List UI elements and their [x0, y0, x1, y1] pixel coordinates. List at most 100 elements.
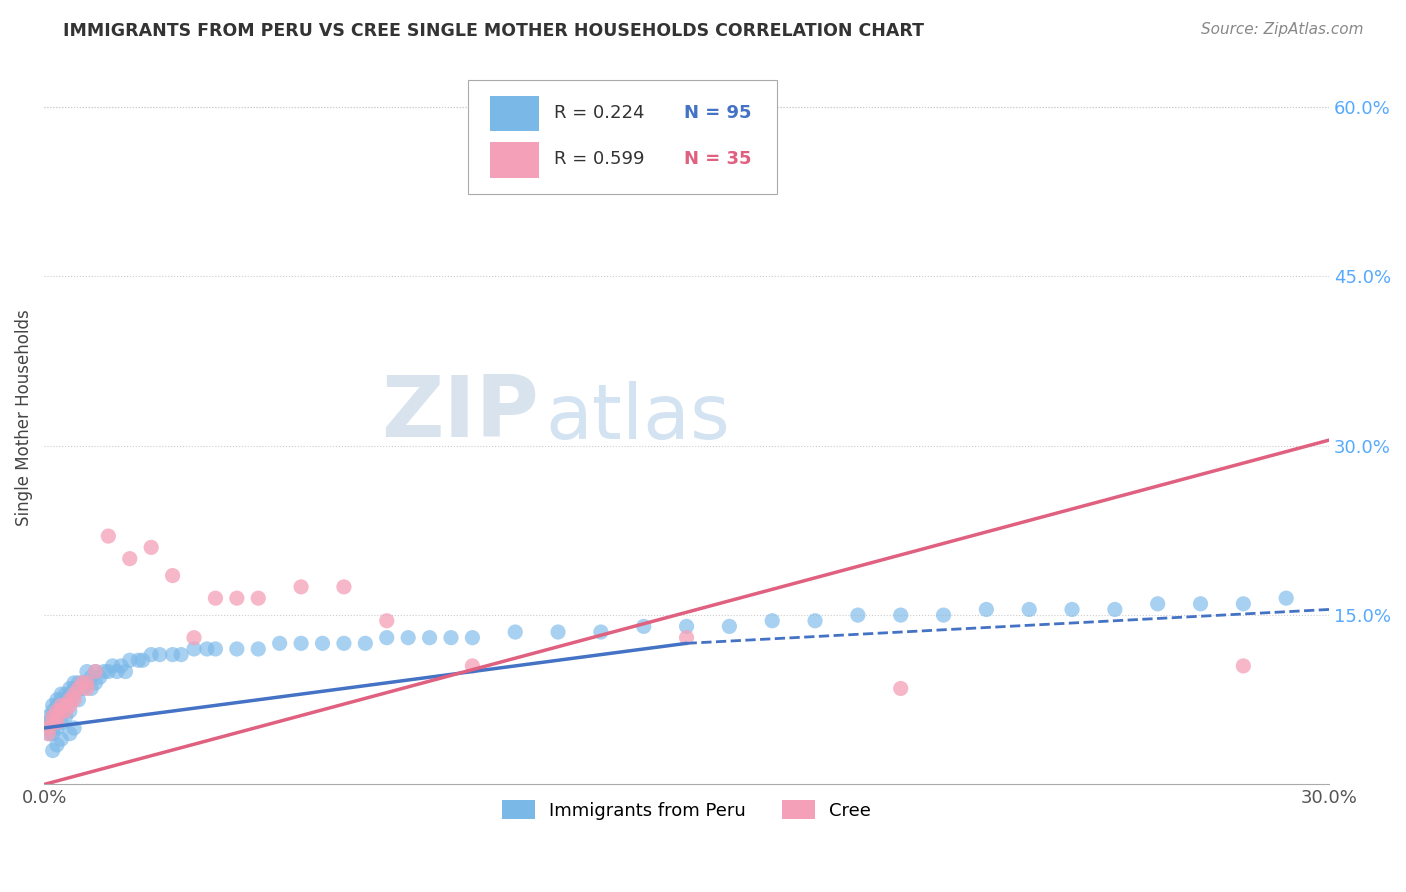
- Point: [675, 631, 697, 645]
- Point: [67, 681, 90, 696]
- Point: [41, 726, 63, 740]
- Point: [162, 568, 184, 582]
- Point: [127, 653, 149, 667]
- Point: [890, 681, 912, 696]
- Point: [1189, 597, 1212, 611]
- Point: [63, 676, 86, 690]
- Point: [1146, 597, 1168, 611]
- Point: [55, 698, 77, 713]
- Text: N = 35: N = 35: [683, 150, 751, 169]
- Point: [46, 721, 69, 735]
- Point: [131, 653, 153, 667]
- Point: [46, 698, 69, 713]
- Point: [37, 726, 59, 740]
- Point: [290, 636, 312, 650]
- Point: [51, 698, 73, 713]
- Y-axis label: Single Mother Households: Single Mother Households: [15, 310, 32, 526]
- Text: R = 0.599: R = 0.599: [554, 150, 645, 169]
- FancyBboxPatch shape: [489, 96, 538, 131]
- Point: [55, 709, 77, 723]
- Point: [84, 665, 107, 679]
- FancyBboxPatch shape: [468, 80, 776, 194]
- Point: [55, 692, 77, 706]
- Point: [503, 625, 526, 640]
- Point: [718, 619, 741, 633]
- Point: [183, 642, 205, 657]
- Text: ZIP: ZIP: [381, 372, 538, 456]
- Point: [114, 665, 136, 679]
- Point: [84, 676, 107, 690]
- Point: [63, 692, 86, 706]
- Point: [311, 636, 333, 650]
- Point: [118, 551, 141, 566]
- Point: [72, 681, 94, 696]
- Point: [1104, 602, 1126, 616]
- Point: [63, 687, 86, 701]
- Point: [46, 738, 69, 752]
- Point: [396, 631, 419, 645]
- Point: [354, 636, 377, 650]
- Point: [204, 591, 226, 606]
- Point: [761, 614, 783, 628]
- Point: [51, 687, 73, 701]
- Point: [76, 676, 98, 690]
- Point: [84, 665, 107, 679]
- FancyBboxPatch shape: [489, 143, 538, 178]
- Point: [80, 670, 103, 684]
- Point: [76, 676, 98, 690]
- Point: [225, 642, 247, 657]
- Text: R = 0.224: R = 0.224: [554, 104, 645, 122]
- Point: [55, 704, 77, 718]
- Point: [290, 580, 312, 594]
- Point: [89, 670, 111, 684]
- Point: [37, 721, 59, 735]
- Point: [101, 659, 124, 673]
- Point: [41, 709, 63, 723]
- Point: [846, 608, 869, 623]
- Point: [67, 681, 90, 696]
- Point: [976, 602, 998, 616]
- Point: [183, 631, 205, 645]
- Point: [63, 681, 86, 696]
- Point: [72, 676, 94, 690]
- Point: [46, 715, 69, 730]
- Point: [269, 636, 291, 650]
- Point: [41, 709, 63, 723]
- Point: [51, 704, 73, 718]
- Text: Source: ZipAtlas.com: Source: ZipAtlas.com: [1201, 22, 1364, 37]
- Point: [97, 665, 120, 679]
- Point: [804, 614, 827, 628]
- Point: [59, 726, 82, 740]
- Point: [461, 631, 484, 645]
- Point: [141, 541, 163, 555]
- Point: [37, 715, 59, 730]
- Point: [51, 732, 73, 747]
- Point: [55, 687, 77, 701]
- Point: [41, 715, 63, 730]
- Point: [547, 625, 569, 640]
- Point: [41, 715, 63, 730]
- Point: [67, 676, 90, 690]
- Point: [375, 631, 398, 645]
- Point: [419, 631, 441, 645]
- Point: [110, 659, 132, 673]
- Point: [41, 704, 63, 718]
- Point: [41, 721, 63, 735]
- Point: [333, 636, 356, 650]
- Point: [59, 698, 82, 713]
- Point: [41, 743, 63, 757]
- Point: [675, 619, 697, 633]
- Point: [375, 614, 398, 628]
- Point: [55, 698, 77, 713]
- Point: [46, 692, 69, 706]
- Point: [37, 721, 59, 735]
- Point: [46, 709, 69, 723]
- Point: [1060, 602, 1083, 616]
- Point: [59, 681, 82, 696]
- Point: [105, 665, 128, 679]
- Point: [162, 648, 184, 662]
- Point: [204, 642, 226, 657]
- Point: [46, 709, 69, 723]
- Point: [461, 659, 484, 673]
- Point: [170, 648, 193, 662]
